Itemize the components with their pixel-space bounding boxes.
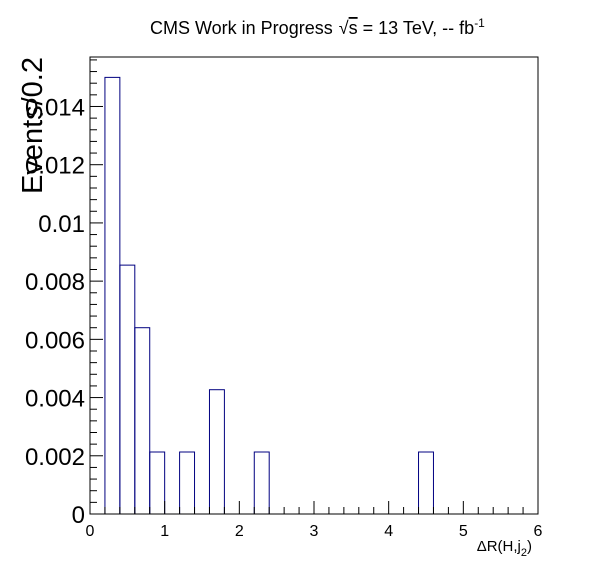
y-tick-label: 0.01 — [38, 211, 85, 238]
x-axis-title: ΔR(H,j2) — [477, 538, 532, 559]
title-middle: = 13 TeV, -- fb — [358, 18, 475, 38]
x-tick-label: 2 — [235, 523, 244, 540]
y-axis-title: Events/0.2 — [17, 57, 49, 194]
title-sqrt-symbol: √ — [339, 18, 349, 38]
x-axis-title-main: ΔR(H,j — [477, 538, 521, 555]
y-axis-tick-labels: 0 0.002 0.004 0.006 0.008 0.01 0.012 0.014 — [25, 94, 85, 529]
x-tick-label: 5 — [459, 523, 468, 540]
x-axis-title-subscript: 2 — [521, 547, 527, 559]
y-axis-ticks — [90, 59, 103, 515]
x-axis-title-close: ) — [527, 538, 532, 555]
x-axis-tick-labels: 0 1 2 3 4 5 6 — [86, 523, 543, 540]
y-tick-label: 0 — [72, 502, 85, 529]
title-superscript: -1 — [474, 16, 485, 30]
y-tick-label: 0.006 — [25, 327, 85, 354]
title-s: s — [349, 18, 358, 38]
chart-title: CMS Work in Progress √s = 13 TeV, -- fb-1 — [150, 16, 485, 38]
x-axis-ticks — [89, 501, 539, 514]
y-tick-label: 0.004 — [25, 386, 85, 413]
x-tick-label: 1 — [160, 523, 169, 540]
x-tick-label: 0 — [86, 523, 95, 540]
y-tick-label: 0.014 — [25, 94, 85, 121]
y-tick-label: 0.008 — [25, 269, 85, 296]
x-tick-label: 6 — [534, 523, 543, 540]
title-prefix: CMS Work in Progress — [150, 18, 333, 38]
x-tick-label: 3 — [310, 523, 319, 540]
y-tick-label: 0.002 — [25, 444, 85, 471]
x-tick-label: 4 — [384, 523, 393, 540]
y-tick-label: 0.012 — [25, 153, 85, 180]
